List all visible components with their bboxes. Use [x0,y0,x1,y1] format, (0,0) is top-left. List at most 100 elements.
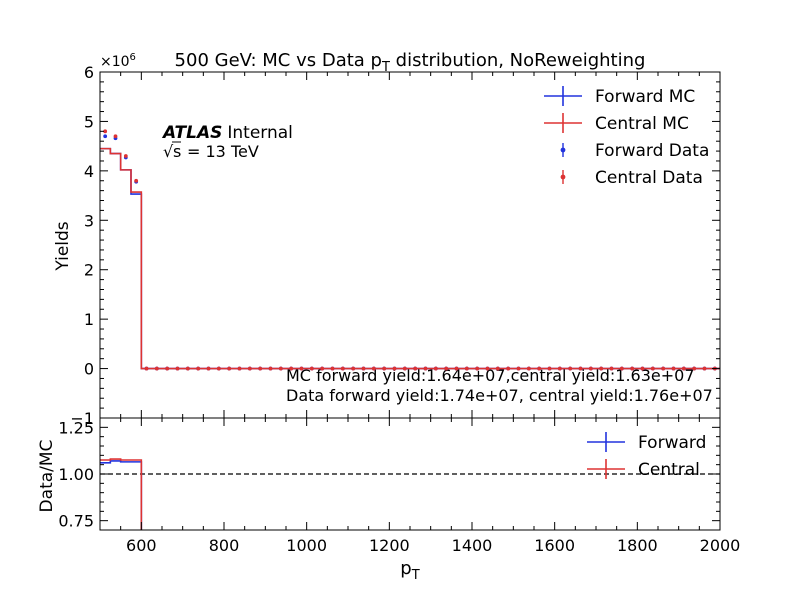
mc-yield-annotation: MC forward yield:1.64e+07,central yield:… [286,366,695,385]
data-point-central-data [681,366,686,371]
data-point-central-data [134,178,139,183]
ratio-y-tick-label: 1.00 [58,465,94,484]
data-point-central-data [413,366,418,371]
legend-label: Central Data [595,168,703,188]
data-point-central-data [402,366,407,371]
data-point-central-data [516,366,521,371]
data-point-central-data [113,134,118,139]
main-y-tick-label: 4 [84,162,94,181]
main-y-tick-label: 0 [84,360,94,379]
data-point-central-data [340,366,345,371]
x-tick-label: 2000 [700,536,741,555]
data-point-central-data [299,366,304,371]
data-point-central-data [423,366,428,371]
x-tick-label: 1800 [617,536,658,555]
ratio-legend: Forward Central [587,432,706,480]
data-point-central-data [526,366,531,371]
main-legend: Forward MC Central MC Forward Data Central … [544,86,709,188]
x-axis-label: pT [400,558,419,583]
legend-label: Forward MC [595,87,695,107]
data-point-central-data [506,366,511,371]
data-point-central-data [495,366,500,371]
energy-value: = 13 TeV [187,142,259,161]
legend-marker [560,174,566,180]
x-tick-label: 600 [126,536,157,555]
ratio-plot-area [100,458,720,530]
data-point-central-data [557,366,562,371]
data-point-central-data [320,366,325,371]
legend-label: Forward Data [595,141,709,161]
x-tick-label: 1000 [286,536,327,555]
sqrt-sign: √ [163,142,174,161]
main-y-tick-label: 3 [84,211,94,230]
data-point-central-data [444,366,449,371]
data-point-central-data [278,366,283,371]
data-point-central-data [630,366,635,371]
data-point-central-data [475,366,480,371]
data-point-central-data [650,366,655,371]
atlas-label: ATLAS Internal [161,123,293,143]
data-point-central-data [640,366,645,371]
main-y-tick-label: 5 [84,112,94,131]
y-multiplier: ×106 [100,52,136,70]
data-point-central-data [599,366,604,371]
x-tick-label: 1200 [369,536,410,555]
legend-label: Central MC [595,114,689,134]
data-point-central-data [609,366,614,371]
ratio-y-tick-label: 0.75 [58,512,94,531]
x-tick-label: 1600 [534,536,575,555]
data-point-central-data [216,366,221,371]
energy-symbol: s [173,142,181,161]
data-point-central-data [578,366,583,371]
chart-title-subscript: T [381,60,390,75]
data-point-central-data [588,366,593,371]
data-point-central-data [485,366,490,371]
data-point-central-data [661,366,666,371]
data-point-central-data [175,366,180,371]
legend-marker [560,147,566,153]
x-tick-label: 800 [209,536,240,555]
data-point-central-data [165,366,170,371]
axes: 600 800 1000 1200 1400 1600 1800 2000 −1 0 1 2 3 4 5 6 0… [58,63,740,555]
data-point-central-data [547,366,552,371]
energy-label: √ s = 13 TeV [163,141,259,161]
data-point-central-data [537,366,542,371]
data-point-central-data [247,366,252,371]
ratio-y-tick-label: 1.25 [58,418,94,437]
ratio-line-central [100,458,143,530]
data-point-central-data [330,366,335,371]
data-point-central-data [123,154,128,158]
data-point-forward-data [103,134,108,139]
main-y-tick-label: 1 [84,310,94,329]
chart-title-rest: distribution, NoReweighting [390,50,646,71]
data-point-central-data [671,366,676,371]
data-yield-annotation: Data forward yield:1.74e+07, central yie… [286,386,713,405]
data-point-central-data [154,366,159,371]
data-point-central-data [351,366,356,371]
data-point-central-data [702,366,707,371]
data-point-central-data [464,366,469,371]
data-point-central-data [371,366,376,371]
data-point-central-data [268,366,273,371]
legend-label: Forward [638,433,706,453]
data-point-central-data [619,366,624,371]
data-point-central-data [144,366,149,371]
main-y-tick-label: 2 [84,261,94,280]
data-point-central-data [206,366,211,371]
data-point-central-data [289,366,294,371]
data-point-central-data [433,366,438,371]
main-plot-area [100,129,720,371]
data-point-central-data [568,366,573,371]
main-y-axis-label: Yields [53,221,73,271]
data-point-central-data [185,366,190,371]
data-point-central-data [361,366,366,371]
legend-label: Central [638,460,700,480]
main-y-tick-label: 6 [84,63,94,82]
ratio-line-forward [100,460,143,530]
data-point-central-data [382,366,387,371]
data-point-central-data [392,366,397,371]
data-point-central-data [196,366,201,371]
data-point-central-data [237,366,242,371]
data-point-central-data [454,366,459,371]
